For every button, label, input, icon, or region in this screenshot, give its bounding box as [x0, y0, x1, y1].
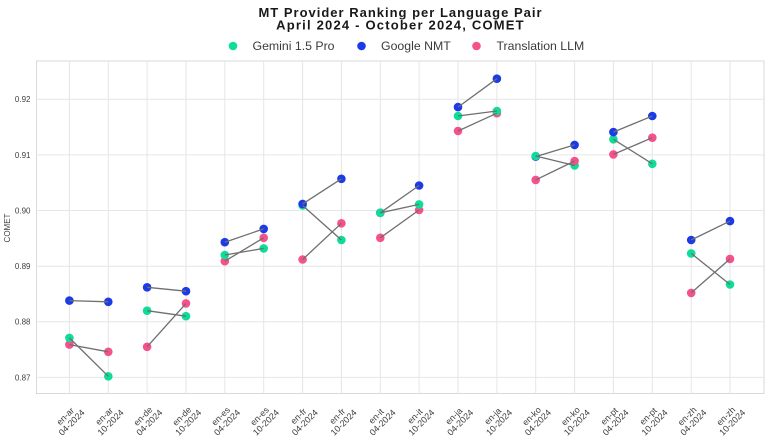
svg-text:April 2024 - October 2024, COM: April 2024 - October 2024, COMET: [276, 18, 525, 33]
svg-text:0.91: 0.91: [15, 151, 31, 160]
svg-text:0.92: 0.92: [15, 95, 31, 104]
svg-text:Translation LLM: Translation LLM: [497, 39, 585, 53]
svg-text:COMET: COMET: [3, 213, 12, 242]
svg-text:0.88: 0.88: [15, 318, 31, 327]
svg-text:0.89: 0.89: [15, 262, 31, 271]
svg-text:0.90: 0.90: [15, 206, 31, 215]
svg-text:MT Provider Ranking per Langua: MT Provider Ranking per Language Pair: [258, 5, 542, 20]
svg-text:0.87: 0.87: [15, 373, 31, 382]
svg-text:Gemini 1.5 Pro: Gemini 1.5 Pro: [253, 39, 335, 53]
svg-text:Google NMT: Google NMT: [381, 39, 451, 53]
